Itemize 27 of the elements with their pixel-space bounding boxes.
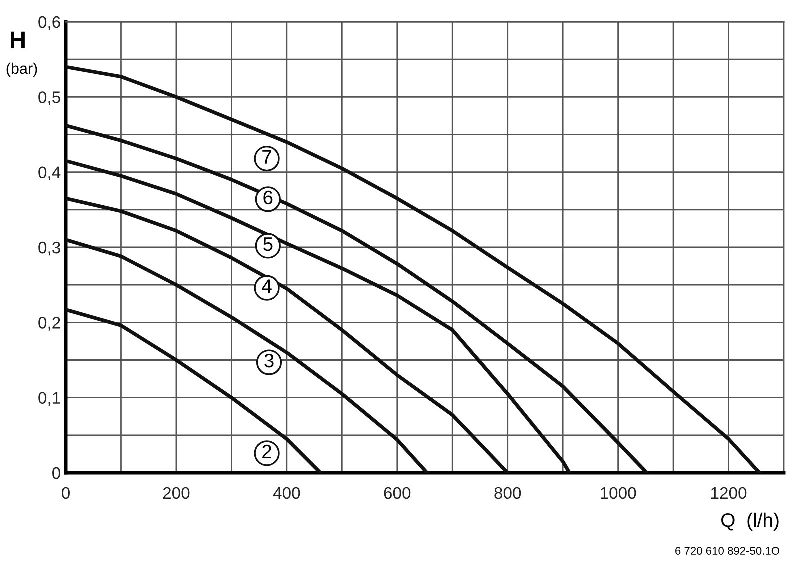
annotation: 6 (264, 190, 273, 205)
x-tick-label: 1200 (712, 487, 747, 500)
x-tick-label: 600 (384, 487, 411, 500)
line-series (66, 308, 322, 473)
annotation: 2 (262, 444, 272, 458)
y-tick-label: 0,3 (38, 242, 60, 256)
y-axis-title: H (bar) (6, 32, 38, 78)
y-tick-label: 0,4 (38, 166, 61, 181)
annotation: 4 (262, 280, 272, 294)
x-tick-label: 200 (163, 487, 190, 500)
x-tick-label: 0 (62, 487, 70, 500)
y-tick-label: 0,5 (38, 92, 60, 106)
line-series (66, 238, 430, 473)
text: 6 720 610 892-50.1O (676, 547, 780, 555)
annotation: 7 (262, 150, 272, 164)
y-tick-label: 0,6 (38, 16, 60, 30)
x-tick-label: 400 (273, 487, 300, 500)
y-tick-label: 0,2 (38, 317, 60, 331)
x-axis-title: Q (l/h) (722, 512, 779, 532)
line-series (66, 65, 762, 473)
x-tick-label: 1000 (601, 487, 636, 500)
y-tick-label: 0 (52, 467, 60, 480)
y-tick-label: 0,1 (38, 392, 60, 406)
line-series (66, 124, 649, 473)
annotation: 5 (264, 238, 273, 252)
x-tick-label: 800 (494, 487, 522, 500)
annotation: 3 (264, 354, 274, 368)
